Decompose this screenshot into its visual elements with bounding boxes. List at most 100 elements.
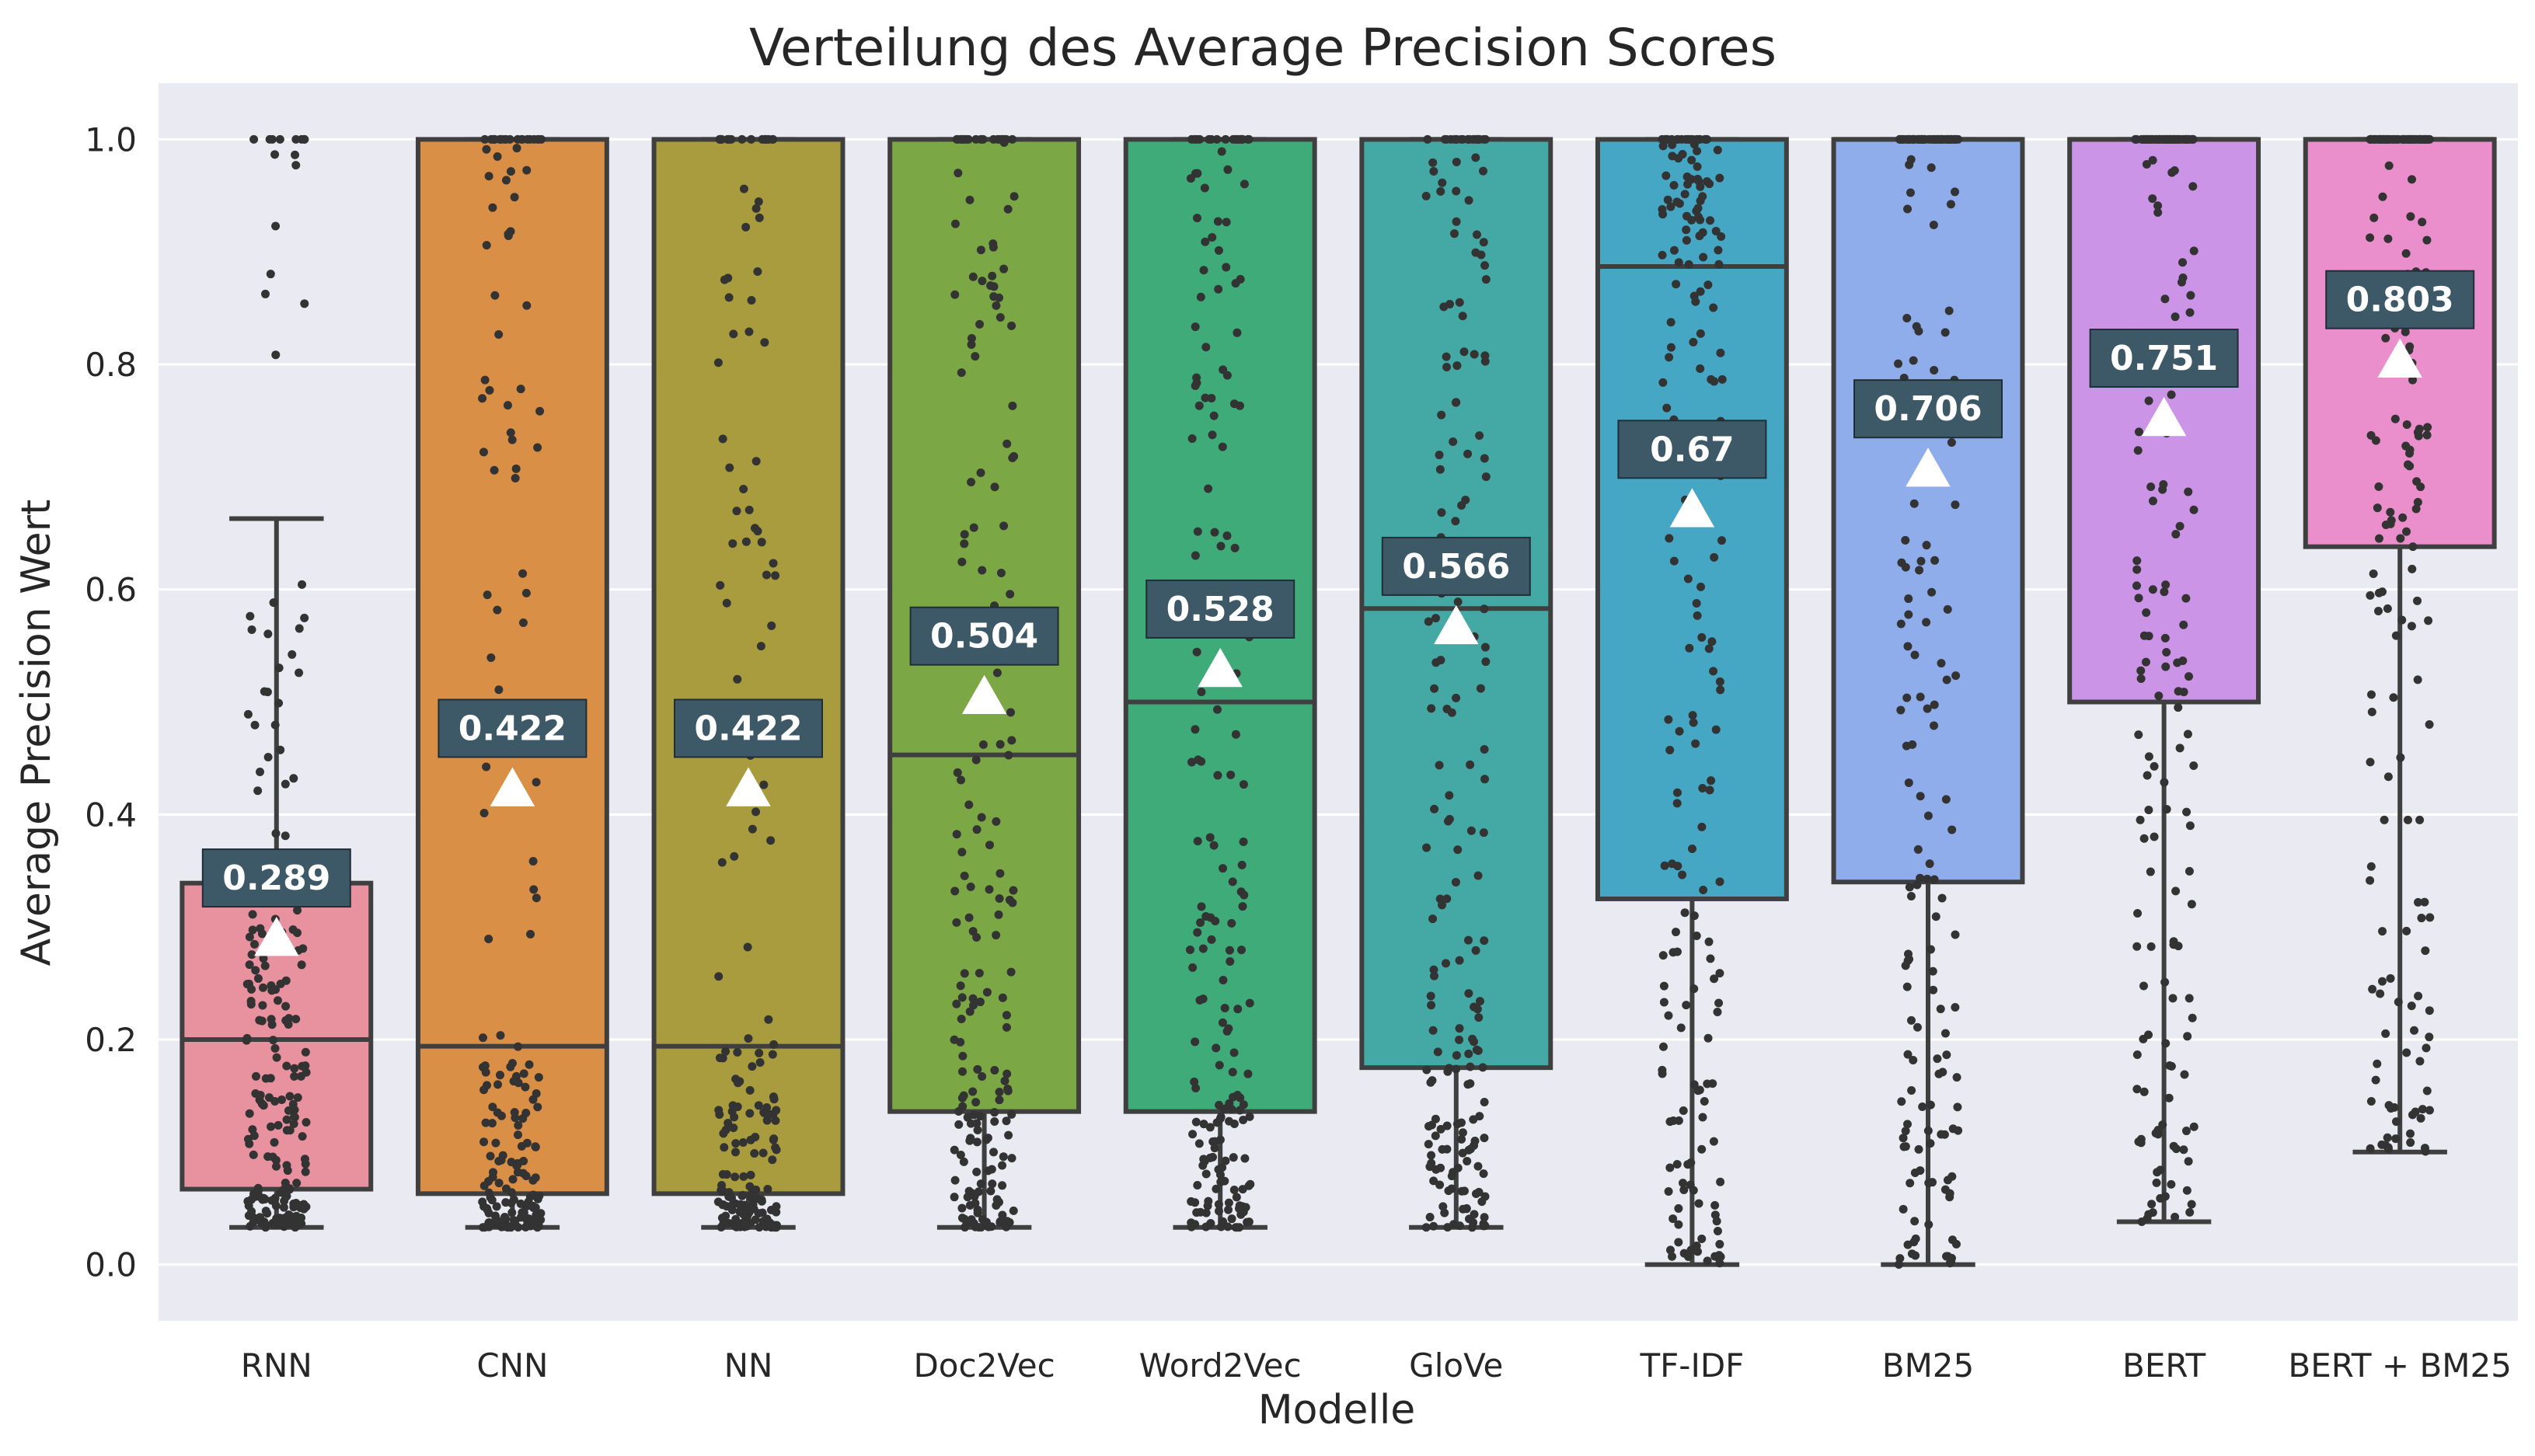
strip-point	[1909, 499, 1919, 508]
strip-point	[1006, 967, 1016, 977]
strip-point	[719, 1200, 728, 1210]
strip-point	[966, 882, 975, 891]
strip-point	[983, 1134, 992, 1143]
strip-point	[2413, 596, 2422, 605]
box-body	[180, 880, 374, 1192]
strip-point	[1244, 134, 1254, 144]
strip-point	[486, 653, 496, 663]
strip-point	[1002, 1217, 1012, 1226]
strip-point	[1710, 552, 1719, 562]
strip-point	[968, 1087, 978, 1096]
strip-point	[724, 273, 733, 283]
y-tick-label: 0.6	[85, 571, 137, 609]
strip-point	[506, 1223, 515, 1232]
strip-point	[1910, 1217, 1920, 1226]
strip-point	[1942, 1050, 1951, 1060]
strip-point	[518, 618, 528, 627]
strip-point	[732, 507, 741, 516]
strip-point	[968, 1001, 978, 1010]
strip-point	[1227, 918, 1236, 928]
strip-point	[2384, 161, 2394, 170]
strip-point	[2383, 604, 2392, 613]
strip-point	[526, 929, 535, 939]
mean-label-box	[1617, 420, 1767, 479]
strip-point	[290, 1064, 299, 1073]
strip-point	[1666, 318, 1675, 327]
strip-point	[993, 134, 1002, 144]
strip-point	[975, 319, 985, 329]
strip-point	[1240, 890, 1249, 900]
strip-point	[1947, 825, 1957, 834]
strip-point	[743, 942, 752, 952]
strip-point	[754, 197, 763, 206]
strip-point	[1671, 928, 1680, 937]
strip-point	[751, 204, 761, 213]
strip-point	[1210, 1144, 1219, 1153]
strip-point	[300, 299, 309, 308]
strip-point	[1466, 826, 1476, 835]
strip-point	[2406, 1129, 2415, 1138]
strip-point	[969, 523, 978, 532]
strip-point	[1225, 946, 1234, 955]
strip-point	[1940, 1029, 1950, 1038]
strip-point	[1689, 718, 1698, 727]
strip-point	[1226, 770, 1236, 779]
strip-point	[741, 222, 751, 232]
strip-point	[1673, 134, 1682, 144]
strip-point	[717, 1186, 726, 1195]
strip-point	[266, 1074, 275, 1083]
strip-point	[1713, 145, 1722, 155]
strip-point	[488, 203, 497, 212]
strip-point	[1231, 1223, 1240, 1232]
strip-point	[2413, 427, 2422, 437]
strip-point	[2161, 1039, 2171, 1048]
strip-point	[1229, 1185, 1239, 1194]
strip-point	[289, 774, 298, 783]
strip-point	[1470, 1210, 1479, 1219]
mean-label-box	[1853, 379, 2003, 439]
strip-point	[987, 1165, 996, 1174]
strip-point	[1683, 179, 1693, 189]
strip-point	[1205, 1123, 1215, 1132]
strip-point	[755, 1048, 764, 1057]
strip-point	[718, 434, 727, 444]
strip-point	[2189, 505, 2199, 514]
strip-point	[963, 1113, 972, 1122]
strip-point	[1679, 1179, 1688, 1188]
strip-point	[715, 1054, 724, 1063]
strip-point	[1480, 1134, 1489, 1143]
strip-point	[2413, 675, 2422, 684]
strip-point	[1232, 1193, 1241, 1202]
strip-point	[995, 1095, 1004, 1105]
strip-point	[1948, 1124, 1958, 1134]
strip-point	[1693, 204, 1703, 213]
strip-point	[2189, 761, 2199, 770]
strip-point	[2132, 1085, 2142, 1094]
strip-point	[1473, 871, 1483, 880]
strip-point	[1689, 1080, 1699, 1089]
strip-point	[1953, 1102, 1962, 1112]
mean-label: 0.422	[459, 709, 567, 748]
strip-point	[1201, 237, 1210, 246]
strip-point	[1676, 1023, 1686, 1033]
strip-point	[2377, 977, 2387, 986]
strip-point	[990, 1116, 999, 1126]
mean-label-box	[1381, 536, 1531, 596]
strip-point	[1238, 1185, 1247, 1194]
strip-point	[481, 1068, 490, 1077]
strip-point	[958, 1067, 968, 1076]
strip-point	[760, 338, 769, 347]
strip-point	[954, 169, 963, 178]
strip-point	[722, 598, 731, 608]
strip-point	[1185, 945, 1194, 954]
strip-point	[1435, 465, 1445, 474]
strip-point	[534, 1073, 543, 1082]
strip-point	[1689, 1186, 1698, 1195]
strip-point	[2402, 420, 2411, 430]
strip-point	[521, 1171, 531, 1180]
strip-point	[1705, 179, 1714, 189]
strip-point	[762, 1222, 771, 1231]
strip-point	[1926, 1139, 1935, 1148]
strip-point	[274, 1120, 283, 1130]
strip-point	[2390, 1102, 2399, 1112]
